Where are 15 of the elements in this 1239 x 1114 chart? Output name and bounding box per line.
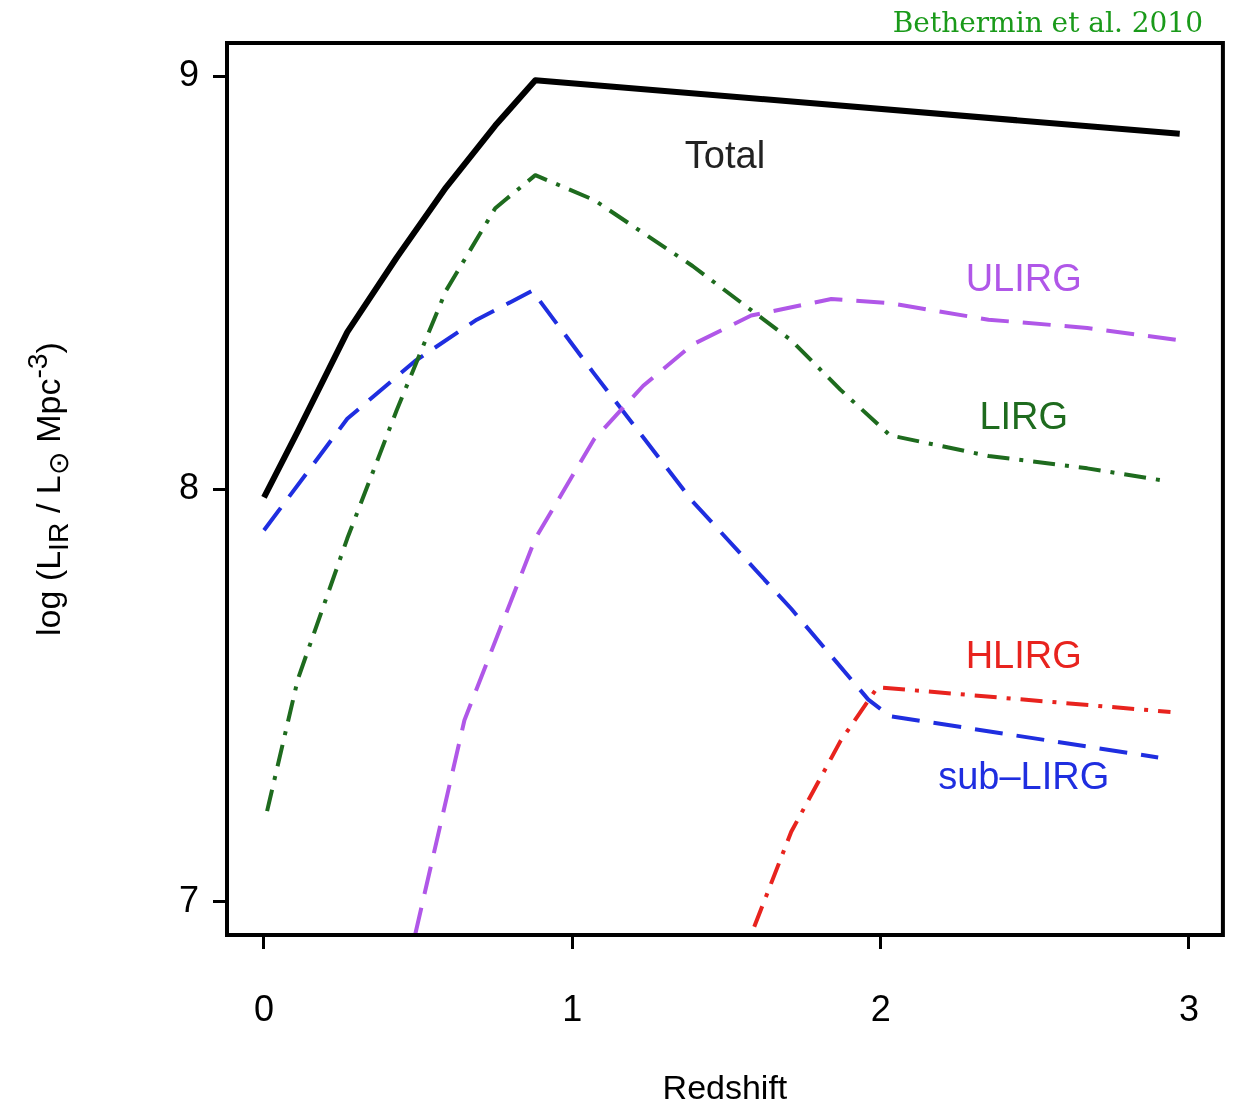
x-tick-label: 1 <box>562 987 583 1029</box>
series-label: sub–LIRG <box>938 755 1110 798</box>
series-label: Total <box>684 134 766 177</box>
x-axis-title: Redshift <box>662 1067 788 1106</box>
series-label: ULIRG <box>965 257 1082 300</box>
x-tick-label: 0 <box>253 987 275 1029</box>
series-label: HLIRG <box>965 634 1082 677</box>
y-tick-label: 7 <box>178 878 199 920</box>
series-label: LIRG <box>979 394 1069 437</box>
y-tick-label: 9 <box>178 52 199 94</box>
y-tick-label: 8 <box>178 465 199 507</box>
x-tick-label: 2 <box>870 987 891 1029</box>
x-tick-label: 3 <box>1178 987 1199 1029</box>
line-series <box>752 685 1173 929</box>
text: Bethermin et al. 2010 <box>892 6 1203 39</box>
